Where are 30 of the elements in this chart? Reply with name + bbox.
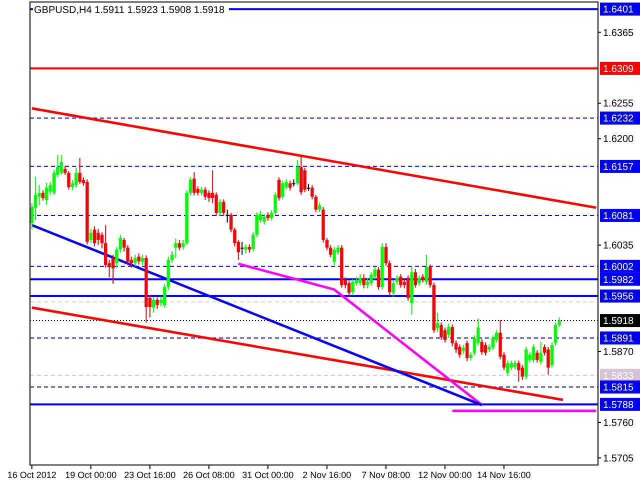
y-tick-label: 1.5870: [603, 347, 634, 358]
x-tick-label: 7 Nov 08:00: [362, 470, 410, 480]
ref-line-label: 1.6157: [603, 162, 634, 173]
ref-line-label: 1.5918: [603, 316, 634, 328]
ref-line-label: 1.5956: [603, 292, 634, 303]
ref-line-label: 1.5788: [603, 400, 634, 411]
ref-line-label: 1.5815: [603, 382, 634, 394]
ref-line-label: 1.5891: [603, 333, 634, 344]
x-tick-label: 14 Nov 16:00: [477, 470, 531, 480]
y-tick-label: 1.6200: [603, 134, 634, 146]
y-tick-label: 1.6365: [603, 28, 634, 39]
chart-title: GBPUSD,H4 1.5911 1.5923 1.5908 1.5918: [34, 5, 225, 16]
ref-line-label: 1.6232: [603, 114, 634, 125]
ref-line-label: 1.6401: [603, 4, 634, 16]
ref-line-label: 1.6002: [603, 262, 634, 273]
y-tick-label: 1.5705: [603, 453, 634, 464]
ref-line-label: 1.6081: [603, 210, 634, 222]
ref-line-label: 1.6309: [603, 64, 634, 75]
x-tick-label: 2 Nov 16:00: [302, 470, 352, 480]
x-tick-label: 26 Oct 08:00: [183, 470, 235, 480]
ref-line-label: 1.5833: [603, 370, 634, 382]
x-tick-label: 12 Nov 00:00: [418, 470, 472, 480]
y-tick-label: 1.5760: [603, 418, 634, 429]
y-tick-label: 1.6255: [603, 98, 634, 110]
x-tick-label: 31 Oct 00:00: [242, 470, 294, 480]
y-tick-label: 1.6035: [603, 240, 634, 252]
x-tick-label: 19 Oct 00:00: [65, 470, 117, 480]
ref-line-label: 1.5982: [603, 274, 634, 286]
x-tick-label: 16 Oct 2012: [7, 470, 56, 480]
x-tick-label: 23 Oct 16:00: [124, 470, 176, 480]
